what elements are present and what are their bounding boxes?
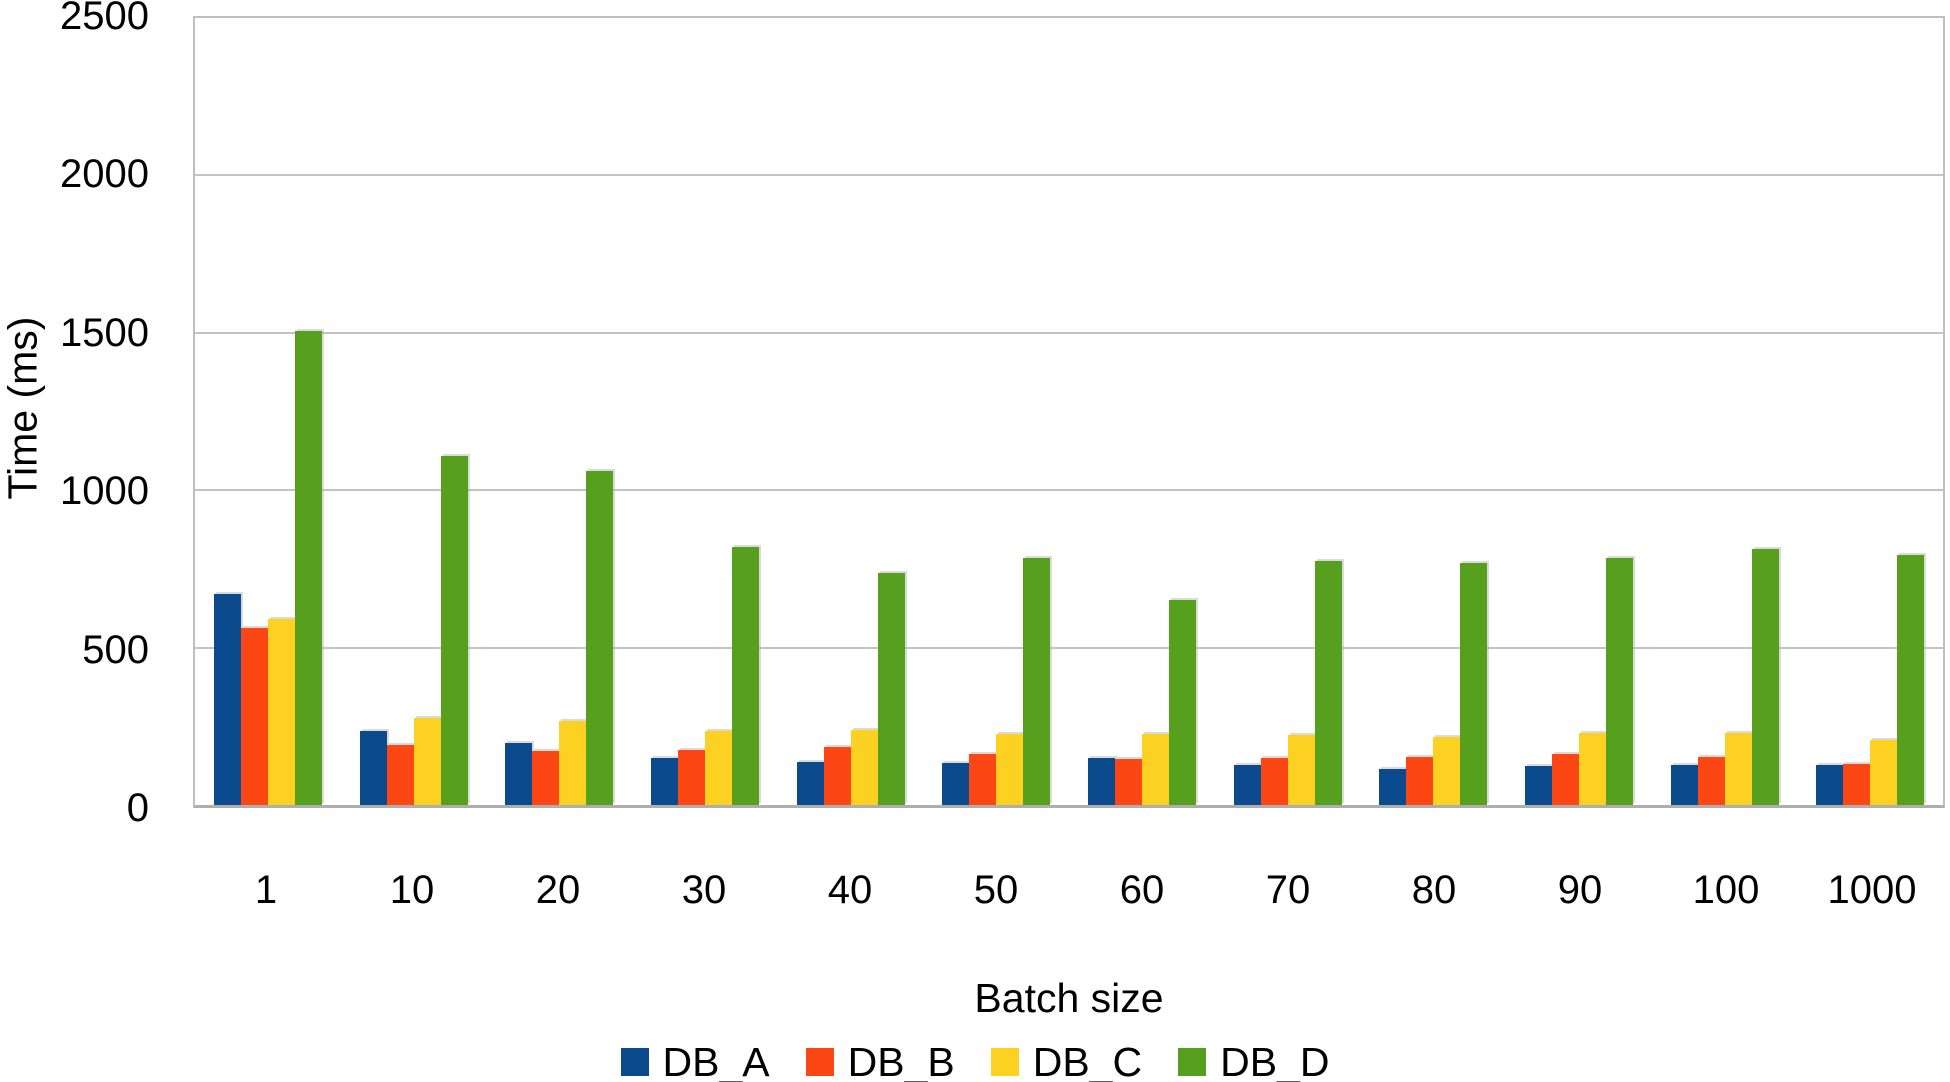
bar-DB_B-batch-60 [1114,759,1142,805]
legend-item-DB_A: DB_A [620,1038,770,1082]
gridline [195,646,1943,649]
bar-DB_B-batch-70 [1260,758,1288,805]
bar-DB_D-batch-80 [1460,562,1488,805]
x-tick-label: 30 [681,868,727,912]
bar-DB_B-batch-50 [969,754,997,805]
bar-DB_A-batch-70 [1233,765,1261,805]
legend-swatch-icon [805,1048,834,1076]
bar-DB_A-batch-90 [1524,765,1552,805]
bar-DB_C-batch-10 [413,717,441,805]
bar-DB_D-batch-30 [731,546,759,805]
bar-DB_B-batch-1 [240,628,268,805]
bar-DB_C-batch-70 [1287,735,1315,805]
x-tick-label: 20 [535,868,581,912]
bar-DB_B-batch-20 [532,751,560,805]
bar-DB_A-batch-20 [505,743,533,805]
legend-label: DB_D [1220,1039,1330,1082]
x-tick-label: 60 [1119,868,1165,912]
x-tick-label: 90 [1557,868,1603,912]
bar-DB_B-batch-90 [1551,754,1579,805]
x-tick-label: 10 [389,868,435,912]
bar-DB_C-batch-30 [704,731,732,805]
bar-DB_A-batch-100 [1670,764,1698,805]
bar-DB_A-batch-30 [650,758,678,805]
legend-swatch-icon [1178,1048,1207,1076]
bar-DB_B-batch-100 [1697,757,1725,805]
bar-DB_B-batch-30 [677,750,705,805]
gridline [195,489,1943,492]
x-tick-label: 1 [254,868,278,912]
bar-DB_D-batch-90 [1605,558,1633,805]
x-tick-label: 40 [827,868,873,912]
y-tick-label: 2500 [60,0,149,38]
bar-DB_C-batch-40 [850,730,878,805]
legend-item-DB_D: DB_D [1178,1038,1329,1082]
bar-DB_D-batch-50 [1023,557,1051,805]
bar-DB_D-batch-20 [586,471,614,805]
bar-DB_D-batch-70 [1314,561,1342,805]
bar-DB_C-batch-90 [1578,732,1606,805]
bar-DB_C-batch-50 [996,734,1024,805]
gridline [195,331,1943,334]
x-tick-label: 80 [1411,868,1457,912]
legend-label: DB_B [847,1039,955,1082]
bar-DB_D-batch-1000 [1897,554,1925,805]
bar-DB_C-batch-60 [1141,734,1169,805]
bar-DB_D-batch-10 [440,456,468,805]
bar-DB_A-batch-10 [359,731,387,805]
bar-DB_A-batch-40 [796,762,824,805]
legend: DB_A DB_B DB_C DB_D [0,1038,1950,1082]
bar-DB_D-batch-1 [294,330,322,805]
bar-DB_C-batch-100 [1724,733,1752,805]
bar-DB_B-batch-10 [386,745,414,805]
bar-DB_A-batch-50 [942,763,970,805]
legend-item-DB_B: DB_B [805,1038,955,1082]
legend-swatch-icon [990,1048,1019,1076]
x-tick-label: 70 [1265,868,1311,912]
plot-area [193,16,1945,808]
y-tick-label: 1000 [60,469,149,514]
bar-DB_A-batch-60 [1087,758,1115,805]
bar-DB_B-batch-40 [823,747,851,805]
bar-DB_A-batch-1000 [1816,765,1844,805]
legend-swatch-icon [620,1048,649,1076]
bar-DB_D-batch-40 [877,573,905,805]
x-tick-label: 1000 [1827,868,1917,912]
y-tick-label: 2000 [60,152,149,197]
bar-DB_C-batch-80 [1433,737,1461,805]
y-tick-label: 0 [126,786,149,830]
bar-DB_A-batch-1 [213,594,241,805]
x-axis-title: Batch size [974,975,1164,1021]
bar-DB_C-batch-1 [267,619,295,805]
x-tick-label: 50 [973,868,1019,912]
gridline [195,174,1943,177]
legend-label: DB_C [1032,1039,1143,1082]
bar-DB_C-batch-1000 [1870,740,1898,805]
legend-item-DB_C: DB_C [990,1038,1143,1082]
legend-label: DB_A [662,1039,770,1082]
bar-DB_D-batch-100 [1751,549,1779,805]
y-tick-label: 500 [82,627,149,672]
y-tick-label: 1500 [60,310,149,355]
y-axis-title: Time (ms) [0,316,46,500]
bar-DB_A-batch-80 [1379,768,1407,805]
bar-DB_B-batch-1000 [1843,764,1871,805]
bar-DB_D-batch-60 [1168,599,1196,805]
bar-DB_C-batch-20 [559,721,587,805]
x-tick-label: 100 [1692,868,1760,912]
bar-DB_B-batch-80 [1406,756,1434,805]
